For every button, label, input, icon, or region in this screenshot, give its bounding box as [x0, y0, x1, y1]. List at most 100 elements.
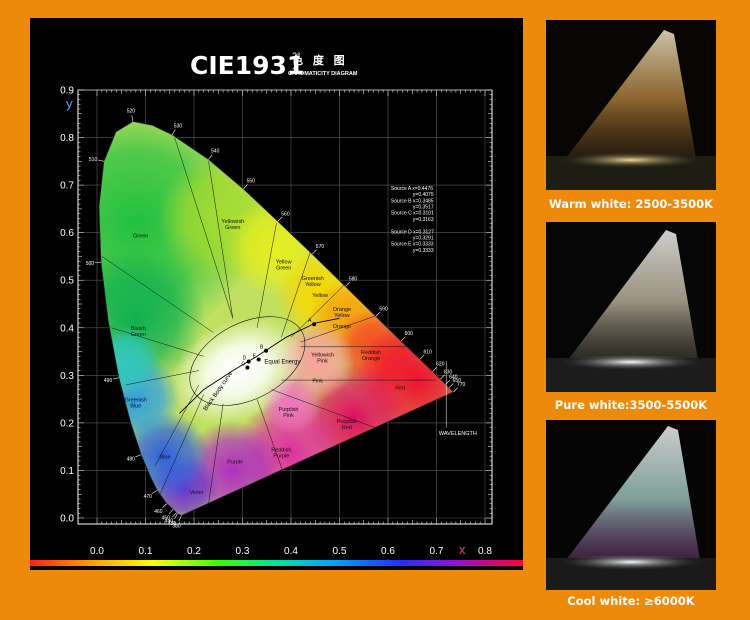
- warm-white-photo: [546, 20, 716, 190]
- region-boundary-line: [281, 251, 311, 338]
- wavelength-tick: [400, 336, 406, 342]
- x-tick-label: 0.8: [478, 546, 492, 557]
- warm-white-caption: Warm white: 2500-3500K: [548, 197, 714, 211]
- region-label: Purplish Red: [337, 419, 357, 431]
- wavelength-label: 500: [86, 261, 95, 267]
- region-label: Bluish Green: [131, 326, 146, 338]
- region-label: Greenish Blue: [125, 397, 147, 409]
- spectrum-bar: [30, 560, 523, 566]
- pure-white-caption: Pure white:3500-5500K: [554, 398, 708, 412]
- region-label: Greenish Yellow: [302, 276, 324, 288]
- wavelength-label: 600: [405, 331, 414, 337]
- wavelength-label: 480: [127, 457, 136, 463]
- x-axis-label: x: [459, 542, 466, 557]
- region-boundary-line: [208, 403, 224, 504]
- region-boundary-line: [111, 327, 204, 357]
- y-tick-label: 0.7: [60, 181, 74, 192]
- region-boundary-line: [126, 370, 199, 386]
- region-label: Green: [133, 233, 148, 239]
- wavelength-label: 530: [174, 123, 183, 129]
- region-label: Yellowish Pink: [311, 352, 334, 364]
- y-tick-label: 0.5: [60, 276, 74, 287]
- wavelength-tick: [208, 154, 213, 160]
- wavelength-tick: [277, 216, 283, 222]
- wavelength-tick: [432, 367, 438, 372]
- wavelength-tick: [345, 281, 350, 287]
- wavelength-tick: [172, 512, 177, 518]
- region-label: Reddish Orange: [361, 350, 381, 362]
- chart-title-subscript: 2: [292, 66, 297, 76]
- wavelength-label: 640: [449, 375, 458, 381]
- color-gamut: [98, 121, 454, 516]
- equal-energy-label: Equal Energy: [264, 359, 300, 365]
- legend-line: Source D x=0.3127: [391, 229, 434, 235]
- wavelength-label: 490: [104, 378, 113, 384]
- wavelength-label: 510: [89, 157, 98, 163]
- region-label: Yellow: [312, 293, 328, 299]
- wavelength-label: 520: [127, 109, 136, 115]
- chart-title-chinese: 色 度 图: [292, 53, 348, 67]
- y-tick-label: 0.1: [60, 466, 74, 477]
- region-label: Blue: [159, 455, 170, 461]
- region-label: Reddish Purple: [271, 447, 291, 459]
- y-tick-label: 0.6: [60, 228, 74, 239]
- region-boundaries: [101, 137, 437, 504]
- legend-line: y=0.3517: [413, 204, 434, 210]
- wavelength-tick: [168, 509, 174, 515]
- wavelength-tick: [453, 387, 458, 393]
- legend-line: y=0.3163: [413, 217, 434, 223]
- wavelength-tick: [419, 354, 425, 360]
- legend-line: y=0.3291: [413, 235, 434, 241]
- wavelength-label: 470: [144, 494, 153, 500]
- frame-minor-ticks: [78, 89, 492, 524]
- region-label: Orange Yellow: [333, 307, 351, 319]
- wavelength-label: 610: [423, 349, 432, 355]
- y-axis-label: y: [66, 96, 73, 111]
- wavelength-label: 590: [379, 307, 388, 313]
- region-label: Violet: [190, 490, 204, 496]
- white-region-boundary: [189, 316, 306, 406]
- wavelength-tick: [375, 311, 381, 317]
- region-label: Red: [395, 386, 405, 392]
- wavelength-tick: [243, 184, 248, 190]
- x-tick-label: 0.4: [284, 546, 298, 557]
- wavelength-label: 450: [161, 515, 170, 521]
- cie-chart-panel: CIE1931 2° 2 色 度 图 CHROMATICITY DIAGRAM …: [30, 18, 523, 570]
- y-tick-label: 0.0: [60, 514, 74, 525]
- wavelength-label: 630: [444, 369, 453, 375]
- region-label: Pink: [312, 378, 323, 384]
- spectral-locus: [98, 120, 455, 517]
- region-boundary-line: [154, 384, 200, 466]
- wavelength-tick: [178, 515, 182, 522]
- region-labels: Green Yellowish Green Yellow Green Greenish Ye…: [125, 219, 406, 496]
- region-label: Yellowish Green: [221, 219, 244, 231]
- wavelength-tick: [174, 513, 178, 520]
- cool-white-caption: Cool white: ≥6000K: [567, 594, 695, 608]
- illuminant-label: D: [243, 355, 247, 361]
- legend-line: y=0.4075: [413, 192, 434, 198]
- region-label: Orange: [333, 324, 351, 330]
- x-tick-label: 0.0: [90, 546, 104, 557]
- wavelength-tick: [171, 129, 176, 135]
- x-tick-label: 0.3: [236, 546, 250, 557]
- region-boundary-line: [101, 256, 214, 333]
- chart-title-superscript: 2°: [292, 51, 301, 61]
- wavelength-tick: [162, 503, 168, 508]
- wavelength-label: 440: [165, 519, 174, 525]
- axis-tick-labels: 0.0 0.1 0.2 0.3 0.4 0.5 0.6 0.7 0.8 0.0 0.1 0.2 0.3 0…: [60, 86, 492, 558]
- y-tick-label: 0.9: [60, 86, 74, 97]
- region-label: Purplish Pink: [279, 407, 299, 419]
- wavelength-label: 770: [457, 382, 466, 388]
- wavelength-label: 430: [168, 521, 177, 527]
- x-tick-label: 0.6: [381, 546, 395, 557]
- illuminant-point: [256, 357, 261, 362]
- legend-line: Source C x=0.3101: [391, 211, 434, 217]
- pure-white-photo: [546, 222, 716, 392]
- y-tick-label: 0.4: [60, 323, 74, 334]
- wavelength-tick: [135, 454, 142, 458]
- wavelength-tick: [312, 249, 317, 255]
- cie-chromaticity-chart: CIE1931 2° 2 色 度 图 CHROMATICITY DIAGRAM …: [30, 51, 523, 566]
- illuminant-label: A: [308, 318, 312, 324]
- x-tick-label: 0.5: [333, 546, 347, 557]
- black-body-curve: [179, 317, 340, 414]
